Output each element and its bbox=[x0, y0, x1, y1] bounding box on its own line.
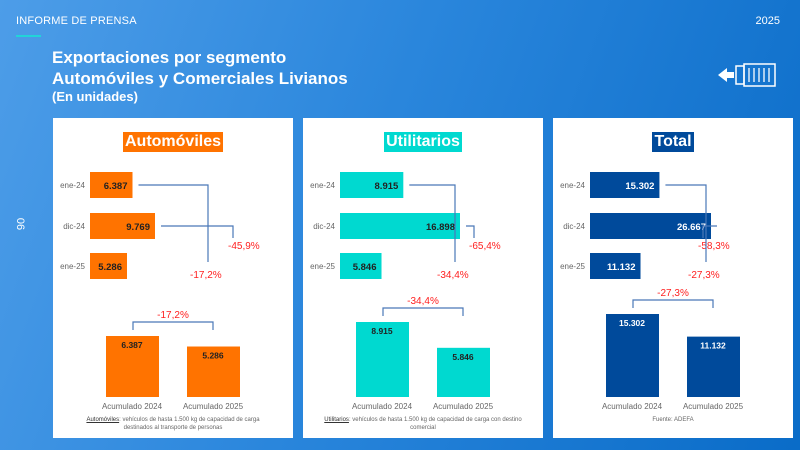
cumulative-category-label: Acumulado 2024 bbox=[102, 402, 163, 411]
footnote-text: : vehículos de hasta 1.500 kg de capacid… bbox=[348, 417, 522, 431]
title-line-1: Exportaciones por segmento bbox=[52, 48, 287, 67]
category-label: ene-25 bbox=[310, 262, 335, 271]
cumulative-value-label: 6.387 bbox=[121, 340, 143, 350]
cumulative-bar bbox=[106, 336, 159, 397]
bar-value-label: 5.286 bbox=[98, 262, 122, 273]
report-label: INFORME DE PRENSA bbox=[16, 15, 137, 27]
category-label: ene-25 bbox=[560, 262, 585, 271]
bracket-long bbox=[665, 184, 707, 262]
category-label: ene-24 bbox=[560, 181, 585, 190]
bar-dic-24 bbox=[590, 213, 711, 239]
bracket-cumulative bbox=[632, 299, 714, 308]
change-label-cumulative: -17,2% bbox=[157, 310, 189, 321]
bar-value-label: 15.302 bbox=[625, 181, 654, 192]
change-label-cumulative: -27,3% bbox=[657, 288, 689, 299]
title-line-2: Automóviles y Comerciales Livianos bbox=[52, 69, 348, 88]
change-label-cumulative: -34,4% bbox=[407, 296, 439, 307]
footnote-text: : vehículos de hasta 1.500 kg de capacid… bbox=[119, 417, 260, 431]
report-year: 2025 bbox=[755, 15, 780, 27]
panel-title: Total bbox=[652, 132, 694, 152]
footnote: Automóviles: vehículos de hasta 1.500 kg… bbox=[73, 416, 273, 432]
footnote-term: Automóviles bbox=[86, 417, 120, 423]
bar-ene-25 bbox=[590, 253, 641, 279]
cumulative-value-label: 15.302 bbox=[619, 318, 645, 328]
bar-value-label: 8.915 bbox=[375, 181, 399, 192]
change-label-short: -45,9% bbox=[228, 241, 260, 252]
category-label: dic-24 bbox=[313, 222, 335, 231]
bracket-short bbox=[161, 225, 234, 238]
panel-title: Automóviles bbox=[122, 132, 223, 152]
category-label: ene-24 bbox=[60, 181, 85, 190]
bar-ene-24 bbox=[340, 172, 404, 198]
category-label: ene-25 bbox=[60, 262, 85, 271]
bracket-cumulative bbox=[382, 307, 464, 316]
bar-ene-24 bbox=[90, 172, 133, 198]
footnote: Fuente: ADEFA bbox=[573, 416, 773, 424]
change-label-long: -27,3% bbox=[688, 270, 720, 281]
cumulative-bar bbox=[606, 314, 659, 397]
bracket-cumulative bbox=[132, 321, 214, 330]
cumulative-bar bbox=[687, 336, 740, 397]
cumulative-value-label: 8.915 bbox=[371, 326, 393, 336]
category-label: dic-24 bbox=[63, 222, 85, 231]
bar-value-label: 16.898 bbox=[426, 222, 455, 233]
change-label-long: -34,4% bbox=[437, 270, 469, 281]
cumulative-value-label: 5.286 bbox=[202, 351, 224, 361]
bar-value-label: 26.667 bbox=[677, 222, 706, 233]
bracket-long bbox=[138, 184, 209, 262]
bar-ene-25 bbox=[340, 253, 382, 279]
cumulative-category-label: Acumulado 2025 bbox=[433, 402, 494, 411]
cumulative-value-label: 11.132 bbox=[700, 341, 726, 351]
footnote: Utilitarios: vehículos de hasta 1.500 kg… bbox=[323, 416, 523, 432]
bar-dic-24 bbox=[90, 213, 155, 239]
panel-total: Total Fuente: ADEFA ene-24 15.302 dic-24 26.… bbox=[553, 118, 793, 438]
panel-title: Utilitarios bbox=[384, 132, 462, 152]
change-label-short: -58,3% bbox=[698, 241, 730, 252]
category-label: dic-24 bbox=[563, 222, 585, 231]
page-number: 06 bbox=[14, 217, 27, 231]
bar-ene-24 bbox=[590, 172, 660, 198]
footnote-term: Utilitarios bbox=[324, 417, 349, 423]
panel-automóviles: Automóviles Automóviles: vehículos de ha… bbox=[53, 118, 293, 438]
bar-value-label: 5.846 bbox=[353, 262, 377, 273]
bracket-short bbox=[466, 225, 475, 238]
cumulative-bar bbox=[437, 347, 490, 397]
footnote-text: Fuente: ADEFA bbox=[652, 417, 694, 423]
page-title: Exportaciones por segmento Automóviles y … bbox=[52, 47, 348, 89]
cumulative-category-label: Acumulado 2024 bbox=[352, 402, 413, 411]
container-export-arrow-icon bbox=[716, 62, 778, 93]
panel-utilitarios: Utilitarios Utilitarios: vehículos de ha… bbox=[303, 118, 543, 438]
header-underline bbox=[16, 35, 41, 37]
category-label: ene-24 bbox=[310, 181, 335, 190]
bracket-long bbox=[409, 184, 456, 262]
bar-ene-25 bbox=[90, 253, 127, 279]
bar-value-label: 9.769 bbox=[126, 222, 150, 233]
cumulative-category-label: Acumulado 2025 bbox=[683, 402, 744, 411]
bar-value-label: 11.132 bbox=[607, 262, 636, 273]
bar-dic-24 bbox=[340, 213, 460, 239]
page-subtitle: (En unidades) bbox=[52, 89, 138, 104]
cumulative-category-label: Acumulado 2025 bbox=[183, 402, 244, 411]
change-label-long: -17,2% bbox=[190, 270, 222, 281]
bracket-short bbox=[702, 225, 717, 238]
cumulative-bar bbox=[356, 322, 409, 397]
bar-value-label: 6.387 bbox=[104, 181, 128, 192]
cumulative-value-label: 5.846 bbox=[452, 352, 474, 362]
cumulative-bar bbox=[187, 346, 240, 397]
change-label-short: -65,4% bbox=[469, 241, 501, 252]
cumulative-category-label: Acumulado 2024 bbox=[602, 402, 663, 411]
